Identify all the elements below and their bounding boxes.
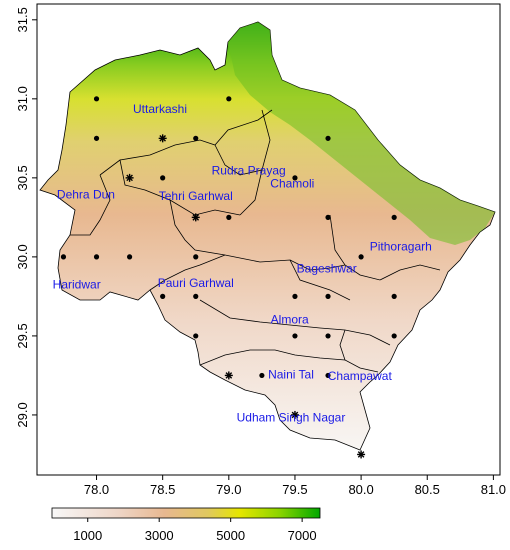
- state-outline: [39, 21, 496, 451]
- station-star: [125, 173, 134, 182]
- x-tick-label: 78.5: [150, 482, 175, 497]
- high-elevation-zone: [228, 22, 495, 245]
- station-dot: [325, 135, 331, 141]
- legend-tick-label: 7000: [288, 528, 317, 543]
- station-dot: [358, 254, 364, 260]
- station-dot: [391, 293, 397, 299]
- district-labels: Uttarkashi Dehra Dun Tehri Garhwal Rudra Pr…: [53, 102, 432, 424]
- y-axis: 29.0 29.5 30.0 30.5 31.0 31.5: [15, 7, 37, 428]
- x-tick-label: 81.0: [481, 482, 506, 497]
- district-boundaries: [70, 109, 441, 373]
- station-dot: [292, 293, 298, 299]
- station-dot: [325, 293, 331, 299]
- station-dot: [160, 175, 166, 181]
- station-dot: [93, 135, 100, 141]
- station-markers: [60, 96, 397, 459]
- station-star: [290, 410, 299, 419]
- station-dot: [259, 372, 265, 379]
- district-label: Pithoragarh: [370, 240, 432, 254]
- district-label: Pauri Garhwal: [158, 276, 234, 290]
- station-star: [191, 213, 200, 222]
- x-tick-label: 79.5: [282, 482, 307, 497]
- station-dot: [93, 254, 100, 260]
- district-label: Naini Tal: [268, 368, 314, 382]
- district-label: Chamoli: [270, 176, 314, 190]
- district-label: Rudra Prayag: [212, 164, 286, 178]
- district-label: Udham Singh Nagar: [237, 410, 346, 424]
- district-label: Almora: [271, 312, 309, 326]
- station-dot: [193, 254, 199, 260]
- x-tick-label: 80.0: [348, 482, 373, 497]
- elevation-legend: 1000 3000 5000 7000: [51, 507, 321, 543]
- legend-tick-label: 3000: [145, 528, 174, 543]
- station-dot: [226, 214, 232, 220]
- y-tick-label: 30.5: [15, 165, 30, 190]
- station-dot: [60, 254, 67, 260]
- district-label: Champawat: [328, 369, 393, 383]
- district-label: Bageshwar: [297, 262, 357, 276]
- station-dot: [160, 293, 166, 299]
- y-tick-label: 31.0: [15, 86, 30, 111]
- station-dot: [325, 214, 331, 220]
- station-dot: [226, 96, 232, 102]
- station-star: [357, 450, 366, 459]
- station-star: [158, 134, 167, 143]
- district-label: Uttarkashi: [133, 102, 187, 116]
- station-dot: [292, 333, 298, 339]
- station-dot: [391, 214, 397, 220]
- y-tick-label: 31.5: [15, 7, 30, 32]
- district-label: Tehri Garhwal: [159, 189, 233, 203]
- station-dot: [93, 96, 100, 102]
- y-tick-label: 30.0: [15, 244, 30, 269]
- station-dot: [193, 333, 199, 339]
- legend-colorbar: [51, 507, 321, 519]
- legend-tick-label: 5000: [216, 528, 245, 543]
- y-tick-label: 29.0: [15, 402, 30, 427]
- station-dot: [391, 333, 397, 339]
- station-dot: [292, 175, 298, 181]
- station-star: [224, 371, 233, 380]
- x-tick-label: 79.0: [216, 482, 241, 497]
- district-label: Dehra Dun: [57, 187, 115, 201]
- station-dot: [193, 293, 199, 299]
- station-dot: [127, 254, 133, 260]
- district-label: Haridwar: [53, 277, 101, 291]
- x-tick-label: 80.5: [415, 482, 440, 497]
- station-dot: [325, 372, 331, 379]
- x-tick-label: 78.0: [84, 482, 109, 497]
- plot-frame: [36, 3, 501, 476]
- legend-tick-label: 1000: [73, 528, 102, 543]
- station-dot: [325, 333, 331, 339]
- station-dot: [193, 135, 199, 141]
- x-axis: 78.0 78.5 79.0 79.5 80.0 80.5 81.0: [84, 475, 506, 497]
- y-tick-label: 29.5: [15, 323, 30, 348]
